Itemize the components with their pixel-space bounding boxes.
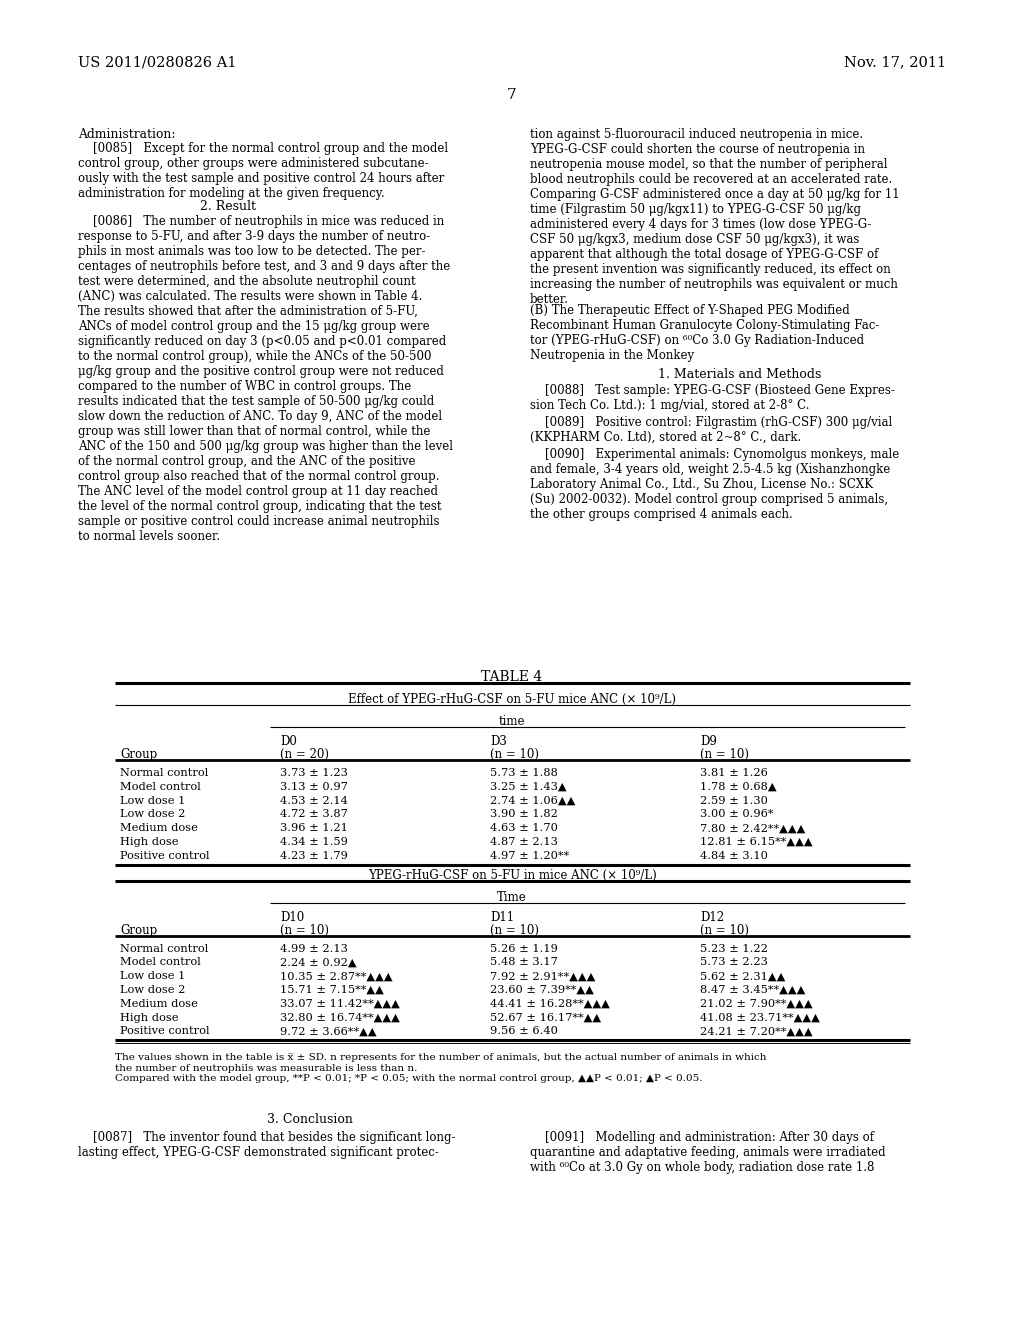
Text: High dose: High dose xyxy=(120,1012,178,1023)
Text: 1. Materials and Methods: 1. Materials and Methods xyxy=(658,368,821,381)
Text: 5.73 ± 2.23: 5.73 ± 2.23 xyxy=(700,957,768,968)
Text: 5.48 ± 3.17: 5.48 ± 3.17 xyxy=(490,957,558,968)
Text: YPEG-rHuG-CSF on 5-FU in mice ANC (× 10⁹/L): YPEG-rHuG-CSF on 5-FU in mice ANC (× 10⁹… xyxy=(368,869,656,882)
Text: Administration:: Administration: xyxy=(78,128,175,141)
Text: [0090]   Experimental animals: Cynomolgus monkeys, male
and female, 3-4 years ol: [0090] Experimental animals: Cynomolgus … xyxy=(530,447,899,521)
Text: D3: D3 xyxy=(490,735,507,748)
Text: (n = 10): (n = 10) xyxy=(700,924,749,937)
Text: Group: Group xyxy=(120,748,158,762)
Text: [0088]   Test sample: YPEG-G-CSF (Biosteed Gene Expres-
sion Tech Co. Ltd.): 1 m: [0088] Test sample: YPEG-G-CSF (Biosteed… xyxy=(530,384,895,412)
Text: 4.63 ± 1.70: 4.63 ± 1.70 xyxy=(490,824,558,833)
Text: Medium dose: Medium dose xyxy=(120,824,198,833)
Text: 4.97 ± 1.20**: 4.97 ± 1.20** xyxy=(490,851,569,861)
Text: 15.71 ± 7.15**▲▲: 15.71 ± 7.15**▲▲ xyxy=(280,985,384,995)
Text: Effect of YPEG-rHuG-CSF on 5-FU mice ANC (× 10⁹/L): Effect of YPEG-rHuG-CSF on 5-FU mice ANC… xyxy=(348,693,676,706)
Text: 41.08 ± 23.71**▲▲▲: 41.08 ± 23.71**▲▲▲ xyxy=(700,1012,820,1023)
Text: Low dose 1: Low dose 1 xyxy=(120,796,185,805)
Text: 3.96 ± 1.21: 3.96 ± 1.21 xyxy=(280,824,348,833)
Text: 7: 7 xyxy=(507,88,517,102)
Text: (n = 10): (n = 10) xyxy=(280,924,329,937)
Text: 12.81 ± 6.15**▲▲▲: 12.81 ± 6.15**▲▲▲ xyxy=(700,837,813,847)
Text: time: time xyxy=(499,715,525,729)
Text: The values shown in the table is x̅ ± SD. n represents for the number of animals: The values shown in the table is x̅ ± SD… xyxy=(115,1053,767,1082)
Text: 5.23 ± 1.22: 5.23 ± 1.22 xyxy=(700,944,768,953)
Text: [0091]   Modelling and administration: After 30 days of
quarantine and adaptativ: [0091] Modelling and administration: Aft… xyxy=(530,1131,886,1175)
Text: 4.23 ± 1.79: 4.23 ± 1.79 xyxy=(280,851,348,861)
Text: [0087]   The inventor found that besides the significant long-
lasting effect, Y: [0087] The inventor found that besides t… xyxy=(78,1131,456,1159)
Text: (n = 10): (n = 10) xyxy=(490,924,539,937)
Text: Low dose 2: Low dose 2 xyxy=(120,985,185,995)
Text: US 2011/0280826 A1: US 2011/0280826 A1 xyxy=(78,55,237,69)
Text: Normal control: Normal control xyxy=(120,768,208,777)
Text: D11: D11 xyxy=(490,911,514,924)
Text: 2.24 ± 0.92▲: 2.24 ± 0.92▲ xyxy=(280,957,356,968)
Text: 1.78 ± 0.68▲: 1.78 ± 0.68▲ xyxy=(700,781,776,792)
Text: 21.02 ± 7.90**▲▲▲: 21.02 ± 7.90**▲▲▲ xyxy=(700,999,813,1008)
Text: Medium dose: Medium dose xyxy=(120,999,198,1008)
Text: Time: Time xyxy=(497,891,527,904)
Text: 3.13 ± 0.97: 3.13 ± 0.97 xyxy=(280,781,348,792)
Text: 44.41 ± 16.28**▲▲▲: 44.41 ± 16.28**▲▲▲ xyxy=(490,999,610,1008)
Text: D0: D0 xyxy=(280,735,297,748)
Text: (n = 10): (n = 10) xyxy=(490,748,539,762)
Text: 5.26 ± 1.19: 5.26 ± 1.19 xyxy=(490,944,558,953)
Text: 9.72 ± 3.66**▲▲: 9.72 ± 3.66**▲▲ xyxy=(280,1027,377,1036)
Text: 10.35 ± 2.87**▲▲▲: 10.35 ± 2.87**▲▲▲ xyxy=(280,972,392,981)
Text: 3. Conclusion: 3. Conclusion xyxy=(267,1113,353,1126)
Text: Positive control: Positive control xyxy=(120,1027,210,1036)
Text: (B) The Therapeutic Effect of Y-Shaped PEG Modified
Recombinant Human Granulocyt: (B) The Therapeutic Effect of Y-Shaped P… xyxy=(530,304,880,362)
Text: 3.81 ± 1.26: 3.81 ± 1.26 xyxy=(700,768,768,777)
Text: High dose: High dose xyxy=(120,837,178,847)
Text: Model control: Model control xyxy=(120,781,201,792)
Text: D10: D10 xyxy=(280,911,304,924)
Text: 7.92 ± 2.91**▲▲▲: 7.92 ± 2.91**▲▲▲ xyxy=(490,972,595,981)
Text: [0089]   Positive control: Filgrastim (rhG-CSF) 300 μg/vial
(KKPHARM Co. Ltd), s: [0089] Positive control: Filgrastim (rhG… xyxy=(530,416,892,444)
Text: 32.80 ± 16.74**▲▲▲: 32.80 ± 16.74**▲▲▲ xyxy=(280,1012,400,1023)
Text: 23.60 ± 7.39**▲▲: 23.60 ± 7.39**▲▲ xyxy=(490,985,594,995)
Text: Low dose 1: Low dose 1 xyxy=(120,972,185,981)
Text: 24.21 ± 7.20**▲▲▲: 24.21 ± 7.20**▲▲▲ xyxy=(700,1027,813,1036)
Text: 3.90 ± 1.82: 3.90 ± 1.82 xyxy=(490,809,558,820)
Text: Nov. 17, 2011: Nov. 17, 2011 xyxy=(844,55,946,69)
Text: 33.07 ± 11.42**▲▲▲: 33.07 ± 11.42**▲▲▲ xyxy=(280,999,400,1008)
Text: 4.87 ± 2.13: 4.87 ± 2.13 xyxy=(490,837,558,847)
Text: 3.00 ± 0.96*: 3.00 ± 0.96* xyxy=(700,809,773,820)
Text: 4.99 ± 2.13: 4.99 ± 2.13 xyxy=(280,944,348,953)
Text: 2.74 ± 1.06▲▲: 2.74 ± 1.06▲▲ xyxy=(490,796,575,805)
Text: Group: Group xyxy=(120,924,158,937)
Text: 2. Result: 2. Result xyxy=(200,201,256,213)
Text: Normal control: Normal control xyxy=(120,944,208,953)
Text: 5.62 ± 2.31▲▲: 5.62 ± 2.31▲▲ xyxy=(700,972,785,981)
Text: 8.47 ± 3.45**▲▲▲: 8.47 ± 3.45**▲▲▲ xyxy=(700,985,805,995)
Text: [0085]   Except for the normal control group and the model
control group, other : [0085] Except for the normal control gro… xyxy=(78,143,449,201)
Text: Positive control: Positive control xyxy=(120,851,210,861)
Text: 3.25 ± 1.43▲: 3.25 ± 1.43▲ xyxy=(490,781,566,792)
Text: D9: D9 xyxy=(700,735,717,748)
Text: 4.34 ± 1.59: 4.34 ± 1.59 xyxy=(280,837,348,847)
Text: 9.56 ± 6.40: 9.56 ± 6.40 xyxy=(490,1027,558,1036)
Text: [0086]   The number of neutrophils in mice was reduced in
response to 5-FU, and : [0086] The number of neutrophils in mice… xyxy=(78,215,453,543)
Text: (n = 20): (n = 20) xyxy=(280,748,329,762)
Text: 7.80 ± 2.42**▲▲▲: 7.80 ± 2.42**▲▲▲ xyxy=(700,824,805,833)
Text: tion against 5-fluorouracil induced neutropenia in mice.
YPEG-G-CSF could shorte: tion against 5-fluorouracil induced neut… xyxy=(530,128,900,306)
Text: 52.67 ± 16.17**▲▲: 52.67 ± 16.17**▲▲ xyxy=(490,1012,601,1023)
Text: TABLE 4: TABLE 4 xyxy=(481,671,543,684)
Text: 4.72 ± 3.87: 4.72 ± 3.87 xyxy=(280,809,348,820)
Text: 3.73 ± 1.23: 3.73 ± 1.23 xyxy=(280,768,348,777)
Text: 5.73 ± 1.88: 5.73 ± 1.88 xyxy=(490,768,558,777)
Text: 2.59 ± 1.30: 2.59 ± 1.30 xyxy=(700,796,768,805)
Text: 4.53 ± 2.14: 4.53 ± 2.14 xyxy=(280,796,348,805)
Text: 4.84 ± 3.10: 4.84 ± 3.10 xyxy=(700,851,768,861)
Text: D12: D12 xyxy=(700,911,724,924)
Text: (n = 10): (n = 10) xyxy=(700,748,749,762)
Text: Low dose 2: Low dose 2 xyxy=(120,809,185,820)
Text: Model control: Model control xyxy=(120,957,201,968)
